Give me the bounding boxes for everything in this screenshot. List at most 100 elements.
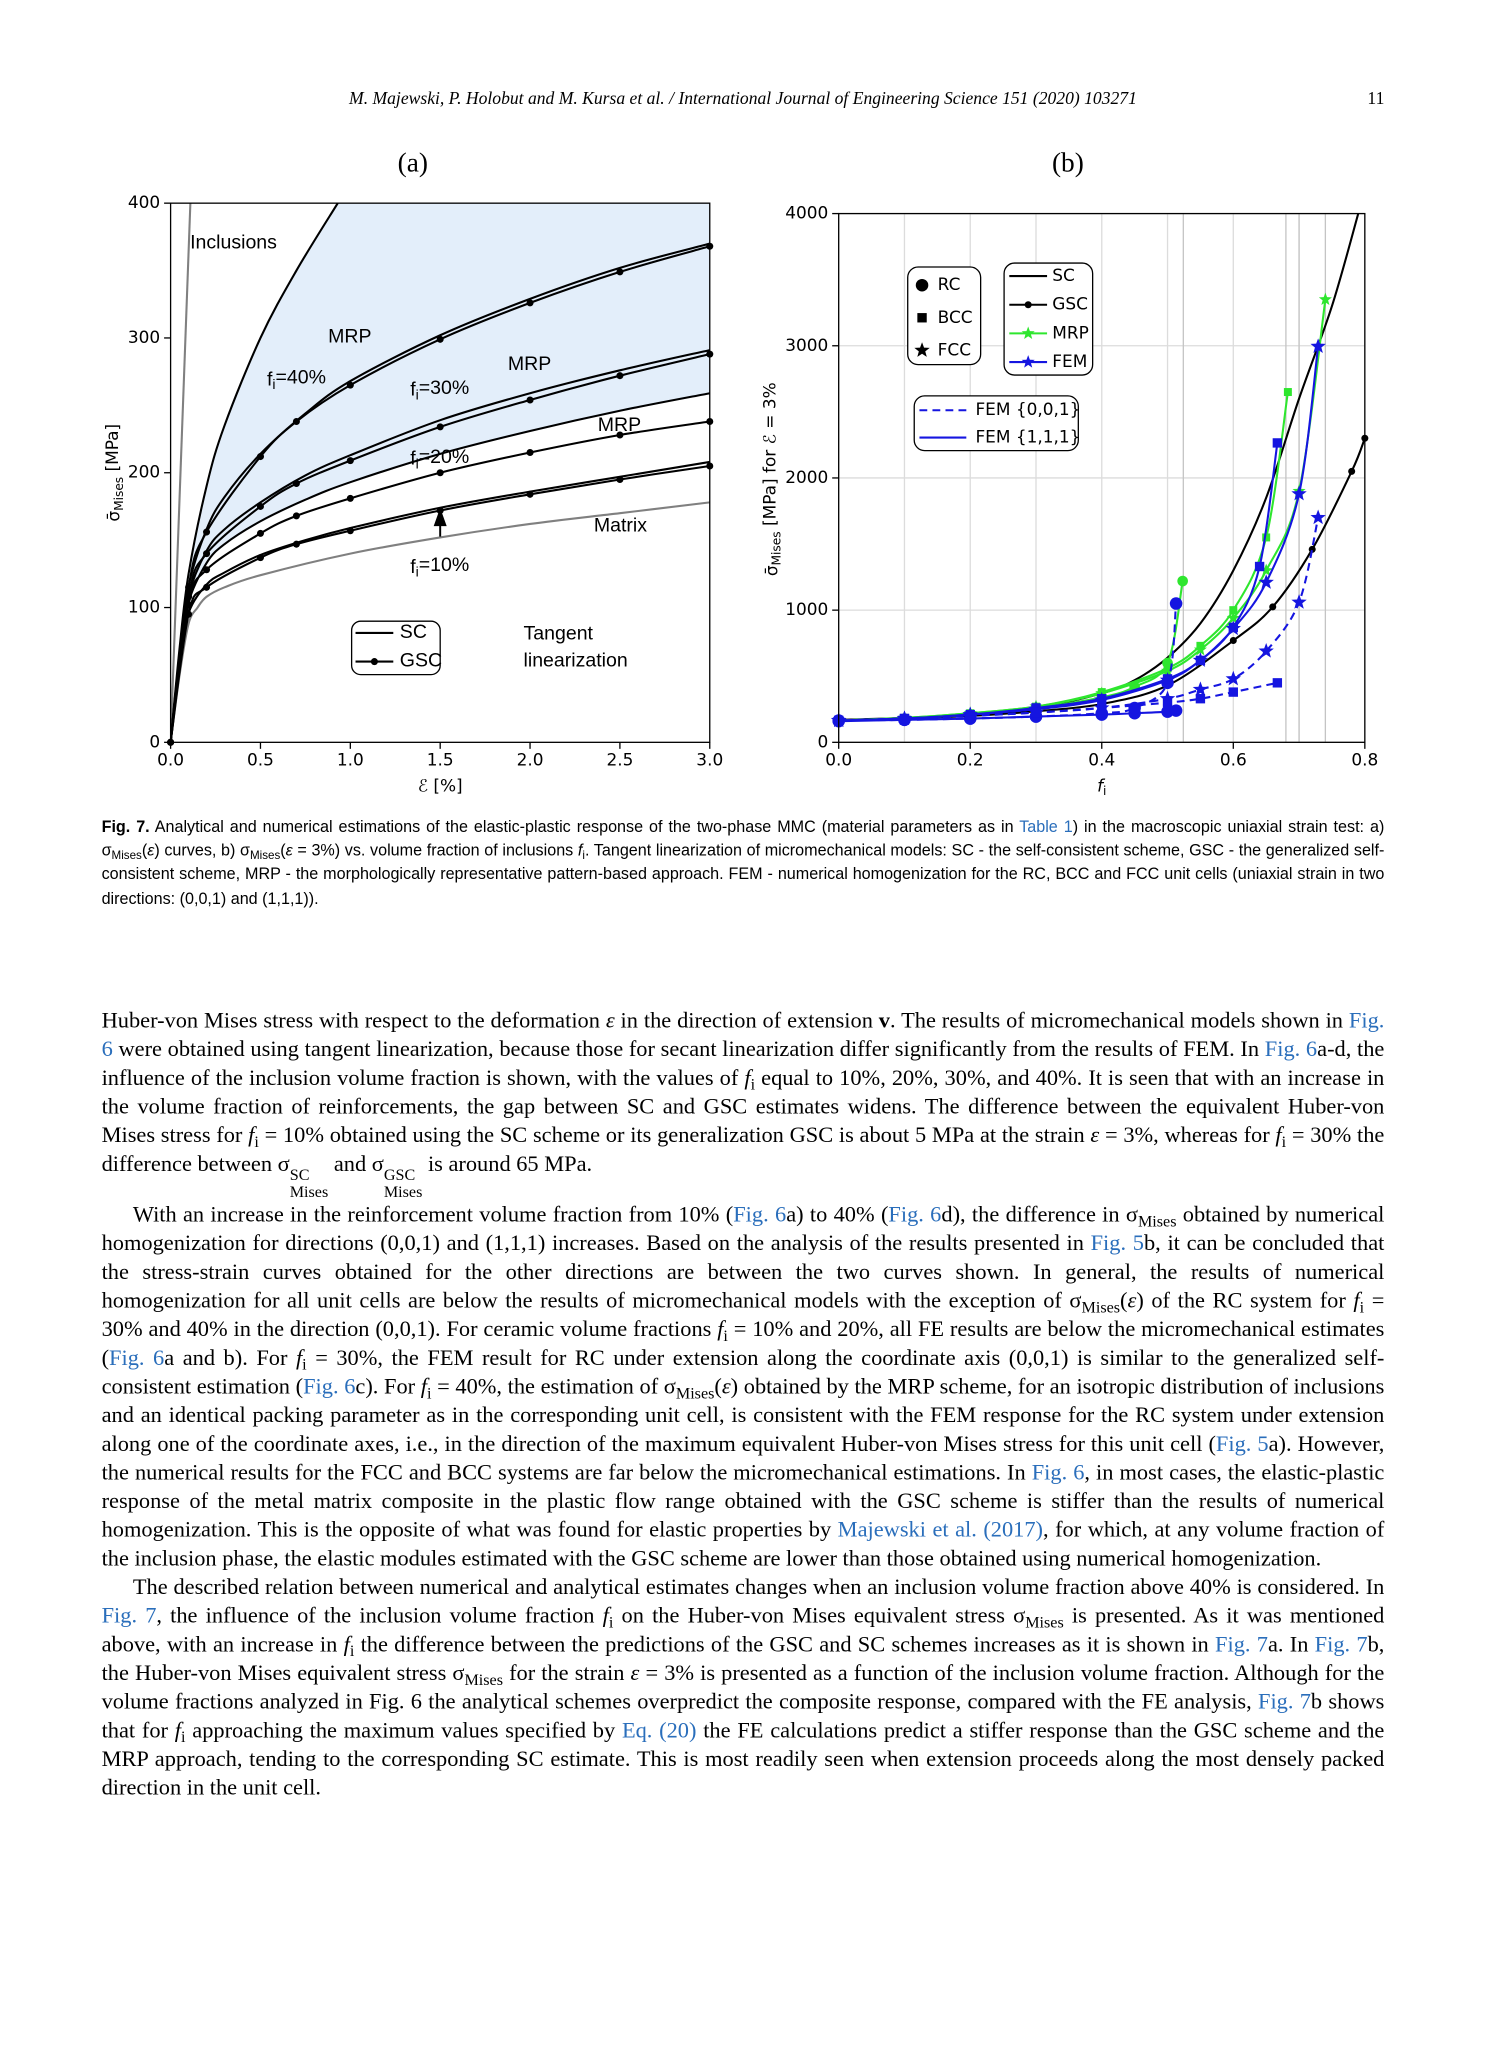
data-point — [203, 583, 211, 591]
text-run: a) to 40% ( — [786, 1201, 889, 1227]
x-tick-label: 0.5 — [247, 750, 274, 770]
text-run: i — [349, 1641, 355, 1660]
annotation: fi=20% — [410, 446, 469, 471]
data-point — [1310, 509, 1326, 525]
text-run: ( — [141, 841, 148, 860]
curve-label: MRP — [328, 325, 371, 347]
text-run: f — [420, 1373, 427, 1399]
text-run: is around 65 MPa. — [422, 1151, 593, 1176]
superscript: GSC — [383, 1165, 416, 1184]
reference-link[interactable]: Fig. 7 — [1314, 1631, 1368, 1657]
data-point — [1162, 674, 1173, 684]
annotation-part: i — [416, 386, 419, 402]
text-run: i — [608, 1612, 614, 1632]
data-point — [1162, 697, 1173, 708]
annotation-part: f — [410, 556, 416, 578]
reference-link[interactable]: Fig. 6 — [109, 1345, 165, 1370]
legend-label: BCC — [938, 307, 973, 327]
data-point — [436, 469, 444, 477]
data-point — [346, 381, 354, 389]
x-tick-label: 0.0 — [157, 750, 184, 770]
reference-link[interactable]: Fig. 6 — [733, 1201, 787, 1227]
reference-link[interactable]: Table 1 — [1019, 817, 1073, 837]
data-point — [1348, 467, 1356, 475]
text-run: Mises — [675, 1383, 715, 1402]
data-point — [526, 299, 534, 307]
reference-link[interactable]: Majewski et al. (2017) — [837, 1516, 1044, 1542]
data-point — [1163, 664, 1172, 673]
y-axis-label-part: [MPa] — [102, 424, 122, 477]
data-point — [292, 540, 300, 548]
x-tick-label: 0.6 — [1220, 750, 1247, 770]
text-run: f — [744, 1065, 751, 1091]
data-point — [346, 527, 354, 535]
data-point — [436, 335, 444, 343]
annotation-part: i — [416, 455, 419, 471]
reference-link[interactable]: Fig. 6 — [1264, 1036, 1318, 1062]
data-point — [1177, 575, 1188, 587]
text-run: b, the Huber-von Mises equivalent stress… — [101, 1631, 1385, 1685]
data-point — [292, 480, 300, 488]
x-tick-label: 2.0 — [517, 750, 544, 770]
chart-title: (b) — [1052, 148, 1084, 178]
annotation-part: i — [272, 376, 275, 392]
data-point — [1283, 388, 1292, 397]
text-run: With an increase in the reinforcement vo… — [132, 1201, 734, 1227]
text-run: , in most cases, the elastic-plastic res… — [101, 1459, 1385, 1542]
text-run: = 30%, the FEM result for RC under exten… — [101, 1345, 1385, 1399]
reference-link[interactable]: Fig. 6 — [101, 1007, 1385, 1062]
annotation: fi=10% — [410, 554, 469, 579]
y-tick-label: 300 — [128, 327, 160, 347]
text-run: v — [878, 1007, 890, 1033]
data-point — [1272, 678, 1283, 688]
annotation-part: =30% — [419, 377, 469, 399]
text-run: , the influence of the inclusion volume … — [156, 1602, 603, 1628]
reference-link[interactable]: Fig. 5 — [1215, 1430, 1269, 1456]
reference-link[interactable]: Fig. 6 — [888, 1201, 942, 1227]
text-run: the FE calculations predict a stiffer re… — [101, 1717, 1385, 1800]
reference-link[interactable]: Fig. 7 — [1258, 1688, 1311, 1714]
curve-label: Matrix — [594, 514, 647, 536]
text-run: f — [1275, 1122, 1282, 1148]
text-run: i — [254, 1132, 259, 1151]
data-point — [1225, 670, 1241, 686]
text-run: d), the difference in σ — [941, 1201, 1138, 1227]
data-point — [1308, 545, 1316, 553]
y-tick-label: 1000 — [785, 599, 828, 619]
text-run: ε — [605, 1007, 615, 1033]
text-run: . The results of micromechanical models … — [889, 1007, 1349, 1033]
text-run: c). For — [355, 1373, 421, 1399]
sup-sub: SC Mises — [290, 1166, 329, 1201]
reference-link[interactable]: Fig. 7 — [1215, 1631, 1268, 1657]
text-run: ( — [714, 1373, 722, 1399]
legend-label: SC — [1052, 265, 1075, 285]
text-run: Mises — [1025, 1612, 1064, 1632]
reference-link[interactable]: Fig. 6 — [303, 1373, 356, 1399]
legend-box — [907, 266, 982, 366]
sup-sub: GSC Mises — [383, 1165, 423, 1201]
text-run: = 10% and 20%, all FE results are below … — [101, 1316, 1385, 1370]
reference-link[interactable]: Fig. 5 — [1090, 1230, 1144, 1256]
legend-marker — [914, 342, 930, 357]
text-run: f — [343, 1631, 350, 1657]
reference-link[interactable]: Fig. 7 — [101, 1602, 157, 1628]
text-run: = 40%, the estimation of σ — [431, 1373, 676, 1399]
data-point — [1169, 704, 1183, 717]
data-point — [1272, 438, 1283, 448]
legend-label: FEM {0,0,1} — [975, 399, 1080, 419]
data-point — [1291, 485, 1307, 501]
y-tick-label: 0 — [149, 731, 160, 751]
x-tick-label: 0.0 — [825, 750, 852, 770]
text-run: ε — [285, 841, 293, 860]
reference-link[interactable]: Eq. (20) — [621, 1717, 697, 1743]
data-point — [1226, 611, 1240, 624]
text-run: i — [302, 1355, 307, 1374]
data-point — [1097, 703, 1107, 713]
text-run: Mises — [1137, 1211, 1177, 1231]
legend-label: GSC — [400, 650, 442, 672]
reference-link[interactable]: Fig. 6 — [1031, 1459, 1085, 1485]
annotation: Tangent — [524, 622, 594, 644]
data-point — [526, 490, 534, 498]
text-run: f — [602, 1602, 609, 1628]
